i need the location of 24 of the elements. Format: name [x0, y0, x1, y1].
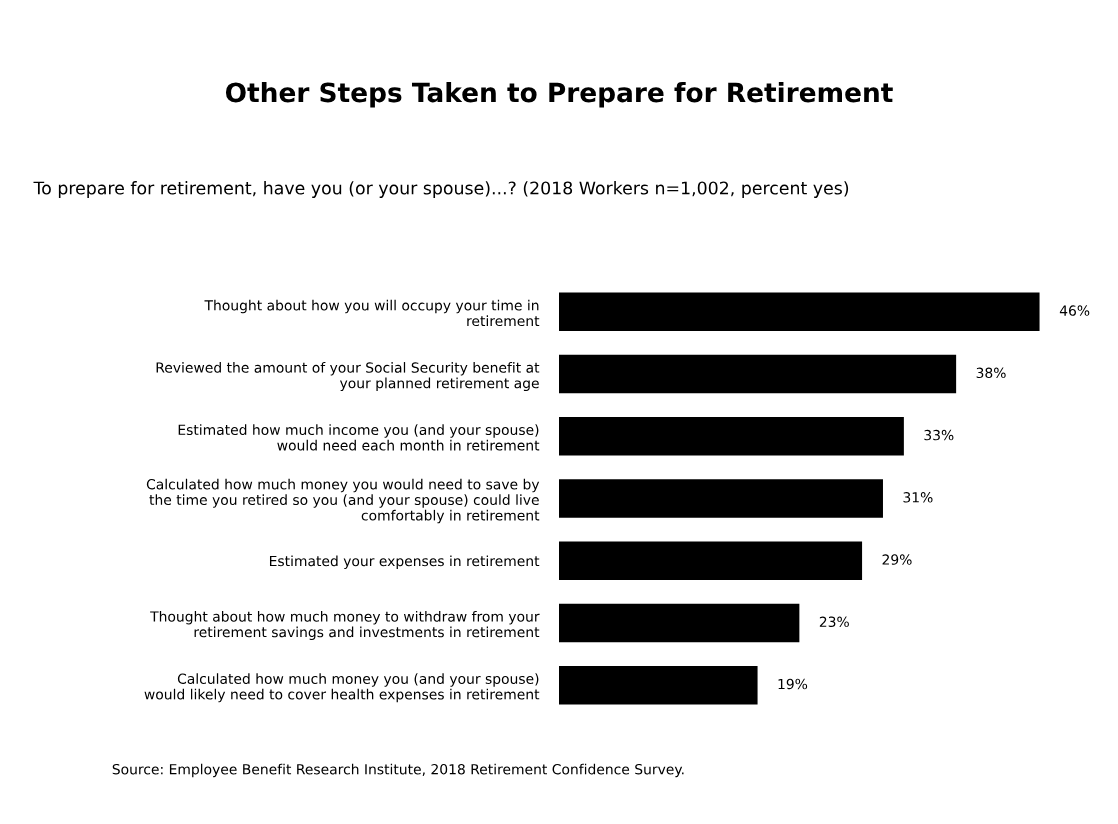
- data-label: 23%: [819, 616, 849, 628]
- source-note: Source: Employee Benefit Research Institute, 2018 Retirement Confidence Survey.: [112, 763, 684, 778]
- chart-subtitle: To prepare for retirement, have you (or your spouse)...? (2018 Workers n=1,002, percent yes): [33, 181, 849, 198]
- data-label: 38%: [976, 367, 1006, 379]
- bar: [559, 603, 800, 643]
- chart-title: Other Steps Taken to Prepare for Retirement: [225, 81, 893, 108]
- y-tick-label: Calculated how much money you (and your spouse) would likely need to cover health expenses in retirement: [144, 673, 540, 703]
- data-label: 19%: [778, 678, 808, 690]
- data-label: 31%: [903, 492, 933, 503]
- y-tick-label: Thought about how much money to withdraw from your retirement savings and investments in retirement: [150, 610, 540, 640]
- y-tick-label: Calculated how much money you would need to save by the time you retired so you (and your spouse) could live comfortably in retirement: [146, 478, 540, 524]
- bar: [559, 541, 863, 581]
- y-tick-label: Reviewed the amount of your Social Security benefit at your planned retirement age: [156, 362, 540, 392]
- y-tick-label: Estimated your expenses in retirement: [269, 555, 540, 569]
- bar: [559, 665, 758, 705]
- y-tick-label: Thought about how you will occupy your time in retirement: [204, 299, 540, 327]
- bar: [559, 354, 957, 394]
- y-tick-label: Estimated how much income you (and your spouse) would need each month in retirement: [178, 424, 540, 451]
- data-label: 29%: [882, 554, 912, 565]
- bar: [559, 479, 883, 518]
- data-label: 33%: [924, 429, 954, 441]
- bar: [559, 292, 1040, 332]
- data-label: 46%: [1059, 305, 1090, 316]
- bar: [559, 416, 904, 456]
